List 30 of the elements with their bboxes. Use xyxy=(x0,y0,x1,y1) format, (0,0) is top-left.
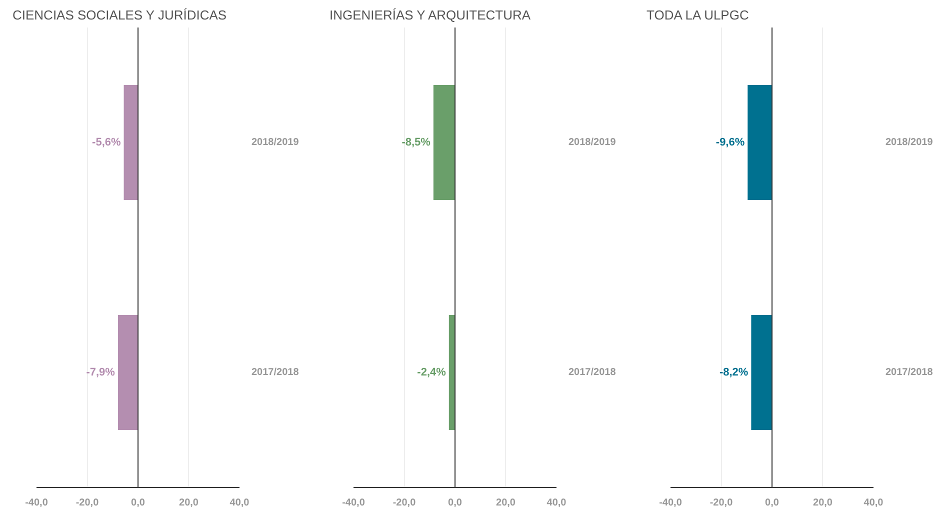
y-tick-label: 2018/2019 xyxy=(568,137,616,148)
data-label: -8,5% xyxy=(402,136,431,148)
x-tick-label: -40,0 xyxy=(342,498,366,508)
x-tick-label: -20,0 xyxy=(710,498,734,508)
y-tick-label: 2017/2018 xyxy=(886,367,934,378)
x-tick-label: 40,0 xyxy=(230,498,250,508)
data-label: -8,2% xyxy=(719,366,748,378)
x-tick-label: 40,0 xyxy=(864,498,884,508)
data-label: -9,6% xyxy=(716,136,745,148)
y-tick-label: 2017/2018 xyxy=(568,367,616,378)
y-tick-label: 2018/2019 xyxy=(252,137,300,148)
data-label: -5,6% xyxy=(92,136,122,148)
chart-title: INGENIERÍAS Y ARQUITECTURA xyxy=(330,8,531,22)
x-tick-label: 0,0 xyxy=(448,498,462,508)
x-tick-label: -20,0 xyxy=(76,498,100,508)
x-tick-label: 20,0 xyxy=(813,498,833,508)
data-label: -7,9% xyxy=(86,366,116,378)
chart-title: CIENCIAS SOCIALES Y JURÍDICAS xyxy=(12,8,227,22)
x-tick-label: 40,0 xyxy=(546,498,567,508)
x-tick-label: -40,0 xyxy=(25,498,48,508)
chart-title: TODA LA ULPGC xyxy=(646,8,749,22)
x-tick-label: 0,0 xyxy=(131,498,146,508)
y-tick-label: 2017/2018 xyxy=(252,367,300,378)
x-tick-label: -20,0 xyxy=(392,498,416,508)
y-tick-label: 2018/2019 xyxy=(886,137,934,148)
x-tick-label: 20,0 xyxy=(496,498,516,508)
x-tick-label: 20,0 xyxy=(179,498,199,508)
data-label: -2,4% xyxy=(417,366,446,378)
x-tick-label: -40,0 xyxy=(659,498,682,508)
x-tick-label: 0,0 xyxy=(765,498,780,508)
